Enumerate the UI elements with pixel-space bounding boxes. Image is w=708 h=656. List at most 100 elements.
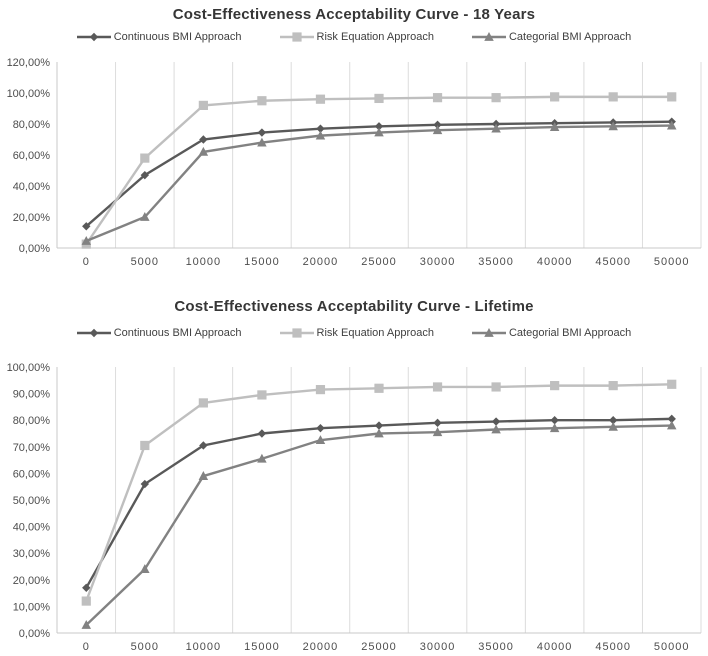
y-tick-label: 0,00% xyxy=(19,243,50,255)
x-tick-label: 15000 xyxy=(244,641,280,653)
legend: Continuous BMI Approach Risk Equation Ap… xyxy=(0,28,708,46)
triangle-marker xyxy=(374,127,384,137)
diamond-marker-icon xyxy=(76,32,111,42)
triangle-marker xyxy=(608,121,618,131)
y-tick-label: 80,00% xyxy=(13,119,51,131)
x-tick-label: 25000 xyxy=(361,641,397,653)
triangle-marker xyxy=(257,453,267,463)
square-marker xyxy=(140,440,150,451)
triangle-marker xyxy=(198,471,209,480)
triangle-marker xyxy=(491,123,501,133)
square-marker-icon xyxy=(279,32,314,42)
triangle-marker xyxy=(484,328,494,337)
legend-label: Continuous BMI Approach xyxy=(113,31,242,43)
legend-label: Continuous BMI Approach xyxy=(113,327,242,339)
x-tick-label: 5000 xyxy=(131,641,159,653)
square-marker xyxy=(374,383,384,393)
square-marker xyxy=(667,379,677,389)
triangle-marker xyxy=(666,120,677,130)
legend-label: Risk Equation Approach xyxy=(316,31,434,43)
x-tick-label: 15000 xyxy=(244,256,280,268)
diamond-marker xyxy=(433,120,442,129)
x-tick-label: 45000 xyxy=(595,641,631,653)
legend-item-continuous-bmi: Continuous BMI Approach xyxy=(76,327,242,339)
square-marker xyxy=(257,96,267,106)
x-tick-label: 40000 xyxy=(537,256,573,268)
x-tick-label: 35000 xyxy=(478,641,514,653)
x-tick-label: 0 xyxy=(83,641,90,653)
diamond-marker xyxy=(316,124,325,133)
triangle-marker xyxy=(198,146,209,156)
square-marker xyxy=(198,100,208,110)
x-tick-label: 50000 xyxy=(654,256,690,268)
x-tick-label: 10000 xyxy=(186,641,222,653)
diamond-marker xyxy=(374,122,384,131)
series-continuous-bmi-approach xyxy=(82,117,676,231)
y-tick-label: 70,00% xyxy=(13,442,51,454)
y-tick-label: 100,00% xyxy=(7,88,51,100)
y-tick-label: 50,00% xyxy=(13,495,51,507)
y-tick-label: 120,00% xyxy=(7,57,51,69)
square-marker xyxy=(374,93,384,104)
y-tick-label: 40,00% xyxy=(13,181,51,193)
legend-item-categorial-bmi: Categorial BMI Approach xyxy=(471,327,632,339)
diamond-marker-icon xyxy=(76,328,111,338)
triangle-marker xyxy=(666,420,677,430)
diamond-marker xyxy=(89,32,98,42)
series-categorial-bmi-approach xyxy=(81,120,677,245)
square-marker xyxy=(140,153,150,163)
triangle-marker xyxy=(549,423,560,433)
square-marker xyxy=(291,32,302,42)
x-tick-label: 40000 xyxy=(537,641,573,653)
x-tick-label: 0 xyxy=(83,256,90,268)
y-tick-label: 40,00% xyxy=(13,522,51,534)
y-tick-label: 10,00% xyxy=(13,601,51,613)
series-categorial-bmi-approach xyxy=(81,420,677,629)
legend-label: Categorial BMI Approach xyxy=(508,327,632,339)
x-tick-label: 25000 xyxy=(361,256,397,268)
square-marker xyxy=(608,92,618,102)
diamond-marker xyxy=(199,441,208,450)
plot-area-lifetime: 0,00% 10,00% 20,00% 30,00% 40,00% 50,00% 60,00… xyxy=(7,362,702,653)
triangle-marker xyxy=(315,435,326,445)
square-marker xyxy=(491,382,501,392)
square-marker xyxy=(198,398,208,408)
triangle-marker-icon xyxy=(471,328,506,337)
plot-area-18-years: 0,00% 20,00% 40,00% 60,00% 80,00% 100,00% 120,… xyxy=(7,57,702,268)
diamond-marker xyxy=(82,222,91,231)
diamond-marker xyxy=(89,328,98,338)
y-tick-label: 20,00% xyxy=(13,212,51,224)
square-marker xyxy=(550,92,560,102)
triangle-marker xyxy=(81,620,92,629)
y-tick-label: 30,00% xyxy=(13,548,51,560)
chart-title: Cost-Effectiveness Acceptability Curve -… xyxy=(172,6,536,23)
triangle-marker xyxy=(491,424,501,434)
legend: Continuous BMI Approach Risk Equation Ap… xyxy=(0,324,708,342)
square-marker xyxy=(257,390,267,400)
triangle-marker xyxy=(484,32,494,41)
x-tick-label: 20000 xyxy=(303,256,339,268)
series-risk-equation-approach xyxy=(81,92,677,249)
x-tick-label: 50000 xyxy=(654,641,690,653)
triangle-marker-icon xyxy=(471,32,506,41)
x-tick-label: 10000 xyxy=(186,256,222,268)
y-tick-label: 60,00% xyxy=(13,150,51,162)
square-marker xyxy=(550,381,560,391)
y-tick-label: 0,00% xyxy=(19,628,50,640)
x-tick-label: 45000 xyxy=(595,256,631,268)
legend-item-risk-equation: Risk Equation Approach xyxy=(279,31,434,43)
triangle-marker xyxy=(140,564,150,574)
square-marker xyxy=(491,93,501,103)
x-tick-label: 20000 xyxy=(303,641,339,653)
triangle-marker xyxy=(432,427,443,437)
y-tick-label: 20,00% xyxy=(13,575,51,587)
series-risk-equation-approach xyxy=(81,379,677,606)
x-tick-label: 35000 xyxy=(478,256,514,268)
square-marker xyxy=(432,382,443,392)
triangle-marker xyxy=(257,137,267,147)
triangle-marker xyxy=(374,428,384,438)
legend-item-categorial-bmi: Categorial BMI Approach xyxy=(471,31,631,43)
diamond-marker xyxy=(257,429,267,438)
diamond-marker xyxy=(316,423,325,433)
triangle-marker xyxy=(608,421,618,431)
